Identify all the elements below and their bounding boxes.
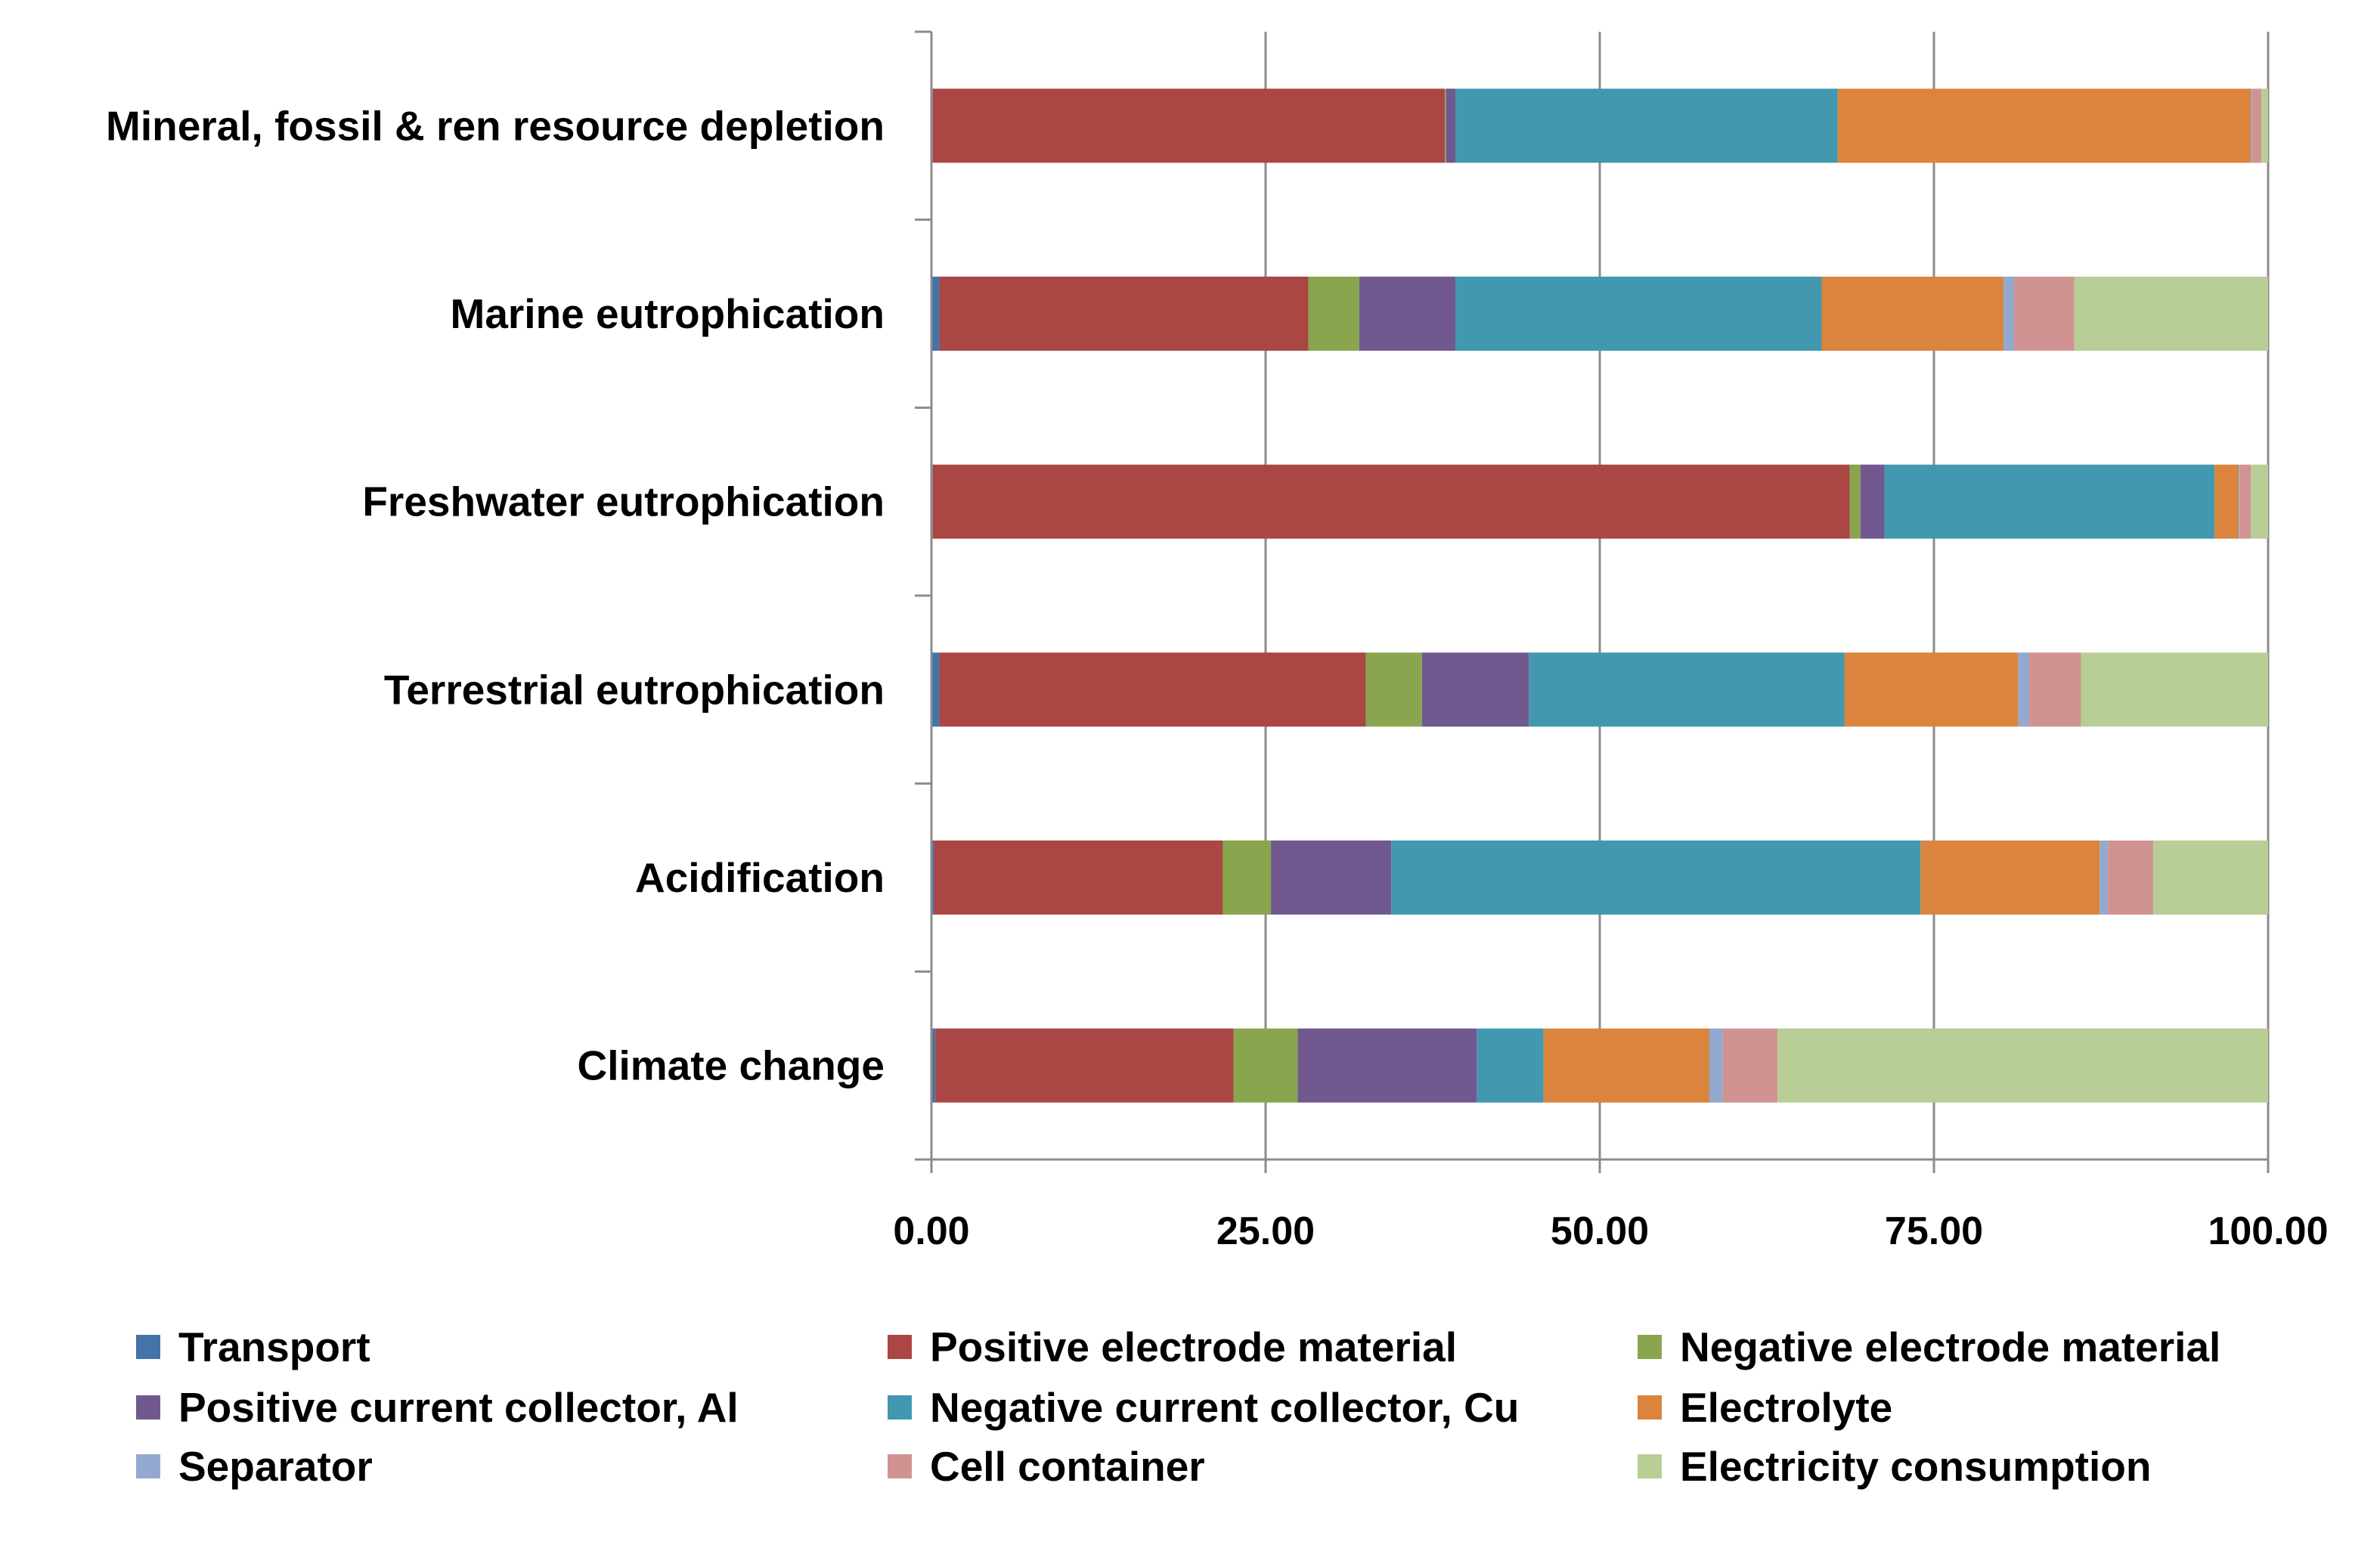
x-tick-label: 25.00 — [1216, 1209, 1315, 1253]
bar-segment-3-6 — [2214, 464, 2239, 539]
bar-segment-6-8 — [1722, 1028, 1778, 1103]
legend-label: Negative electrode material — [1680, 1324, 2220, 1370]
bar-segment-6-5 — [1477, 1028, 1544, 1103]
legend-swatch — [888, 1335, 912, 1359]
bar-segment-1-2 — [932, 88, 1445, 163]
bar-segment-4-9 — [2081, 652, 2268, 727]
legend-swatch — [888, 1395, 912, 1420]
legend-swatch — [1638, 1335, 1662, 1359]
x-tick-labels: 0.00 25.00 50.00 75.00 100.00 — [893, 1209, 2328, 1253]
bar-segment-6-3 — [1233, 1028, 1298, 1103]
bars — [931, 88, 2268, 1103]
x-tick-label: 100.00 — [2208, 1209, 2328, 1253]
bar-segment-4-2 — [939, 652, 1366, 727]
legend-label: Negative current collector, Cu — [930, 1384, 1519, 1431]
bar-segment-1-5 — [1455, 88, 1838, 163]
bar-segment-5-6 — [1920, 841, 2100, 915]
bar-segment-4-7 — [2018, 652, 2029, 727]
bar-segment-1-3 — [1444, 88, 1446, 163]
bar-segment-2-3 — [1308, 277, 1359, 351]
bar-segment-2-2 — [939, 277, 1309, 351]
bar-segment-3-9 — [2251, 464, 2268, 539]
bar-segment-6-1 — [931, 1028, 936, 1103]
bar-segment-6-7 — [1709, 1028, 1723, 1103]
bar-segment-2-4 — [1359, 277, 1456, 351]
legend-swatch — [136, 1454, 160, 1478]
gridlines — [1264, 32, 2270, 1159]
bar-segment-2-5 — [1455, 277, 1822, 351]
category-label: Freshwater eutrophication — [362, 478, 885, 525]
bar-segment-2-7 — [2003, 277, 2015, 351]
axes — [915, 30, 2270, 1173]
category-labels: Mineral, fossil & ren resource depletion… — [106, 102, 885, 1088]
bar-segment-6-4 — [1297, 1028, 1477, 1103]
bar-segment-4-8 — [2028, 652, 2081, 727]
bar-segment-5-4 — [1271, 841, 1392, 915]
legend-label: Positive electrode material — [930, 1324, 1457, 1370]
bar-segment-4-5 — [1529, 652, 1845, 727]
bar-segment-6-2 — [935, 1028, 1234, 1103]
x-tick-label: 50.00 — [1551, 1209, 1649, 1253]
bar-segment-2-8 — [2014, 277, 2075, 351]
legend-swatch — [1638, 1454, 1662, 1478]
legend-label: Cell container — [930, 1443, 1205, 1490]
bar-segment-6-9 — [1777, 1028, 2268, 1103]
bar-segment-4-6 — [1844, 652, 2019, 727]
legend-swatch — [136, 1395, 160, 1420]
bar-segment-3-4 — [1860, 464, 1885, 539]
bar-segment-3-3 — [1849, 464, 1861, 539]
bar-segment-5-5 — [1391, 841, 1921, 915]
bar-segment-4-1 — [931, 652, 940, 727]
bar-segment-2-1 — [931, 277, 940, 351]
bar-segment-3-8 — [2239, 464, 2251, 539]
bar-segment-3-2 — [932, 464, 1850, 539]
bar-segment-5-1 — [931, 841, 934, 915]
legend-label: Electrolyte — [1680, 1384, 1892, 1431]
bar-segment-3-7 — [2239, 464, 2240, 539]
category-label: Marine eutrophication — [451, 290, 885, 337]
legend-swatch — [888, 1454, 912, 1478]
bar-segment-3-5 — [1884, 464, 2215, 539]
bar-segment-5-8 — [2107, 841, 2153, 915]
x-tick-label: 0.00 — [893, 1209, 969, 1253]
legend-swatch — [1638, 1395, 1662, 1420]
bar-segment-1-6 — [1837, 88, 2251, 163]
category-label: Acidification — [635, 854, 885, 901]
category-label: Climate change — [577, 1042, 885, 1089]
x-tick-label: 75.00 — [1885, 1209, 1983, 1253]
legend-label: Positive current collector, Al — [178, 1384, 739, 1431]
legend-swatch — [136, 1335, 160, 1359]
bar-segment-1-4 — [1446, 88, 1456, 163]
bar-segment-5-3 — [1223, 841, 1272, 915]
bar-segment-5-9 — [2152, 841, 2268, 915]
legend: Transport Positive electrode material Nega… — [136, 1324, 2220, 1490]
bar-segment-5-2 — [934, 841, 1223, 915]
bar-segment-4-3 — [1365, 652, 1422, 727]
legend-label: Electricity consumption — [1680, 1443, 2151, 1490]
legend-label: Separator — [178, 1443, 373, 1490]
bar-segment-2-6 — [1821, 277, 2003, 351]
bar-segment-2-9 — [2074, 277, 2268, 351]
bar-segment-1-9 — [2261, 88, 2268, 163]
bar-segment-1-8 — [2251, 88, 2262, 163]
bar-segment-6-6 — [1543, 1028, 1709, 1103]
bar-segment-4-4 — [1421, 652, 1529, 727]
category-label: Mineral, fossil & ren resource depletion — [106, 102, 885, 149]
bar-segment-1-7 — [2251, 88, 2252, 163]
legend-label: Transport — [178, 1324, 370, 1370]
category-label: Terrestrial eutrophication — [384, 666, 885, 713]
bar-segment-5-7 — [2100, 841, 2108, 915]
